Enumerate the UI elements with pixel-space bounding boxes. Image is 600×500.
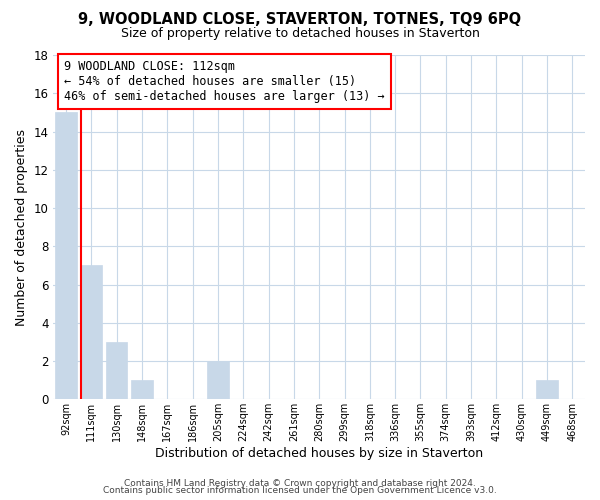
Bar (55, 112, 77, 400)
Text: Contains HM Land Registry data © Crown copyright and database right 2024.: Contains HM Land Registry data © Crown c… (124, 478, 476, 488)
Y-axis label: Number of detached properties: Number of detached properties (15, 128, 28, 326)
Bar (207, 361, 229, 400)
Bar (80, 266, 102, 400)
Text: 9 WOODLAND CLOSE: 112sqm
← 54% of detached houses are smaller (15)
46% of semi-d: 9 WOODLAND CLOSE: 112sqm ← 54% of detach… (64, 60, 385, 103)
Text: Contains public sector information licensed under the Open Government Licence v3: Contains public sector information licen… (103, 486, 497, 495)
Bar (106, 342, 127, 400)
Text: 9, WOODLAND CLOSE, STAVERTON, TOTNES, TQ9 6PQ: 9, WOODLAND CLOSE, STAVERTON, TOTNES, TQ… (79, 12, 521, 28)
Bar (131, 380, 153, 400)
Text: Size of property relative to detached houses in Staverton: Size of property relative to detached ho… (121, 28, 479, 40)
X-axis label: Distribution of detached houses by size in Staverton: Distribution of detached houses by size … (155, 447, 483, 460)
Bar (536, 380, 558, 400)
